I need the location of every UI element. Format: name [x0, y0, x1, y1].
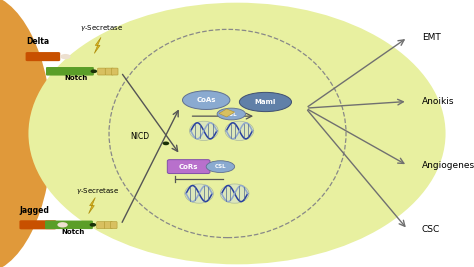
- Ellipse shape: [190, 121, 218, 140]
- Ellipse shape: [206, 161, 235, 172]
- Text: Delta: Delta: [26, 37, 49, 46]
- FancyBboxPatch shape: [110, 222, 117, 229]
- Text: CSC: CSC: [422, 225, 440, 234]
- Text: Jagged: Jagged: [19, 206, 49, 215]
- Ellipse shape: [182, 91, 230, 109]
- Circle shape: [90, 223, 96, 227]
- FancyBboxPatch shape: [104, 222, 112, 229]
- Polygon shape: [219, 109, 235, 117]
- Text: CSL: CSL: [215, 164, 226, 169]
- Text: CoAs: CoAs: [196, 97, 216, 103]
- Ellipse shape: [217, 108, 246, 120]
- Ellipse shape: [239, 92, 292, 112]
- Text: Anoikis: Anoikis: [422, 97, 455, 106]
- FancyBboxPatch shape: [98, 68, 106, 75]
- Circle shape: [91, 69, 97, 73]
- FancyBboxPatch shape: [111, 68, 118, 75]
- Ellipse shape: [220, 184, 249, 203]
- Ellipse shape: [0, 0, 52, 267]
- Text: Maml: Maml: [255, 99, 276, 105]
- Polygon shape: [89, 198, 95, 214]
- Ellipse shape: [225, 121, 254, 140]
- FancyBboxPatch shape: [19, 220, 56, 229]
- FancyBboxPatch shape: [97, 222, 105, 229]
- Text: Notch: Notch: [62, 229, 85, 235]
- Text: CSL: CSL: [226, 112, 237, 116]
- Ellipse shape: [60, 54, 71, 59]
- Polygon shape: [94, 37, 101, 53]
- Ellipse shape: [185, 184, 213, 203]
- FancyBboxPatch shape: [45, 221, 93, 229]
- Text: Notch: Notch: [64, 75, 88, 81]
- Ellipse shape: [57, 222, 68, 227]
- FancyBboxPatch shape: [46, 67, 94, 76]
- Text: $\gamma$-Secretase: $\gamma$-Secretase: [76, 186, 118, 196]
- Text: NICD: NICD: [130, 132, 149, 141]
- Circle shape: [163, 142, 169, 145]
- Text: CoRs: CoRs: [179, 164, 199, 170]
- Text: $\gamma$-Secretase: $\gamma$-Secretase: [81, 23, 123, 33]
- Text: EMT: EMT: [422, 33, 441, 42]
- FancyBboxPatch shape: [26, 52, 60, 61]
- Ellipse shape: [28, 3, 446, 264]
- FancyBboxPatch shape: [105, 68, 113, 75]
- Text: Angiogenesis: Angiogenesis: [422, 161, 474, 170]
- FancyBboxPatch shape: [167, 160, 210, 174]
